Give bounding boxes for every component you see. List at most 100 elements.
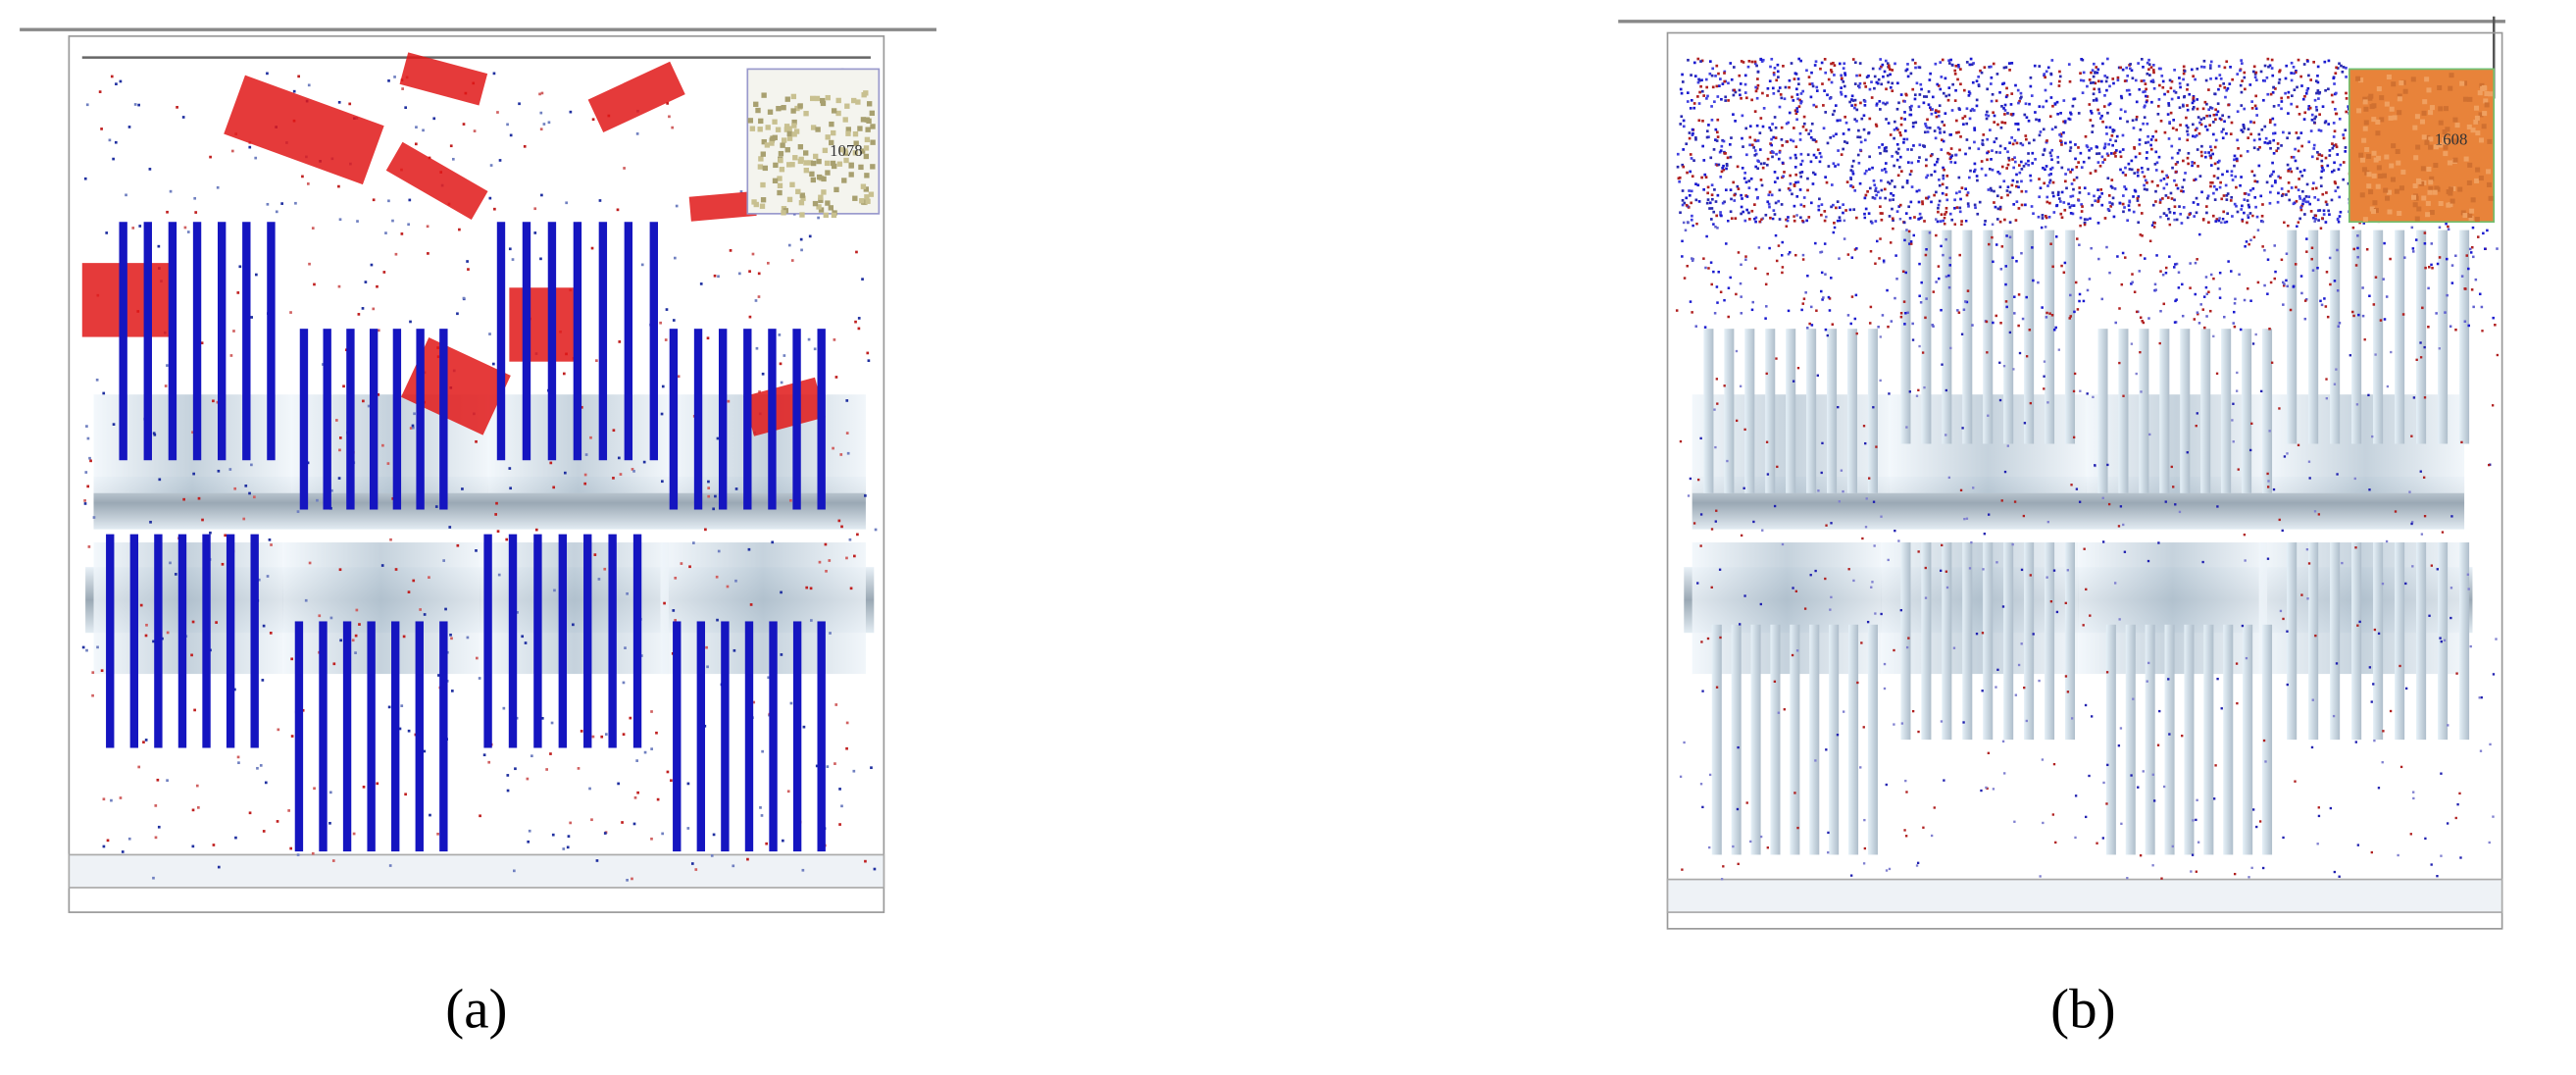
particle bbox=[2255, 179, 2259, 183]
particle bbox=[2216, 505, 2219, 508]
particle bbox=[2256, 229, 2260, 231]
particle bbox=[1897, 205, 1901, 208]
particle bbox=[2386, 384, 2390, 388]
blade bbox=[2139, 329, 2149, 493]
particle bbox=[1992, 111, 1995, 115]
particle bbox=[2137, 195, 2141, 198]
particle bbox=[1809, 574, 1812, 577]
particle bbox=[1886, 74, 1890, 77]
particle bbox=[487, 760, 491, 764]
particle bbox=[2381, 173, 2387, 179]
particle bbox=[2150, 179, 2154, 183]
particle bbox=[2460, 275, 2464, 278]
particle bbox=[2096, 71, 2099, 75]
particle bbox=[2113, 187, 2117, 190]
particle bbox=[1796, 77, 1800, 80]
particle bbox=[1922, 826, 1925, 829]
particle bbox=[1905, 179, 1909, 182]
particle bbox=[2132, 127, 2136, 129]
particle bbox=[2133, 147, 2137, 150]
particle bbox=[1947, 93, 1951, 97]
particle bbox=[1699, 436, 1702, 440]
particle bbox=[2032, 138, 2036, 142]
particle bbox=[2301, 202, 2304, 206]
particle bbox=[1992, 788, 1995, 791]
particle bbox=[1719, 77, 1722, 80]
particle bbox=[2243, 76, 2247, 79]
blade bbox=[2351, 542, 2362, 741]
particle bbox=[2167, 104, 2171, 107]
particle bbox=[1962, 308, 1966, 312]
particle bbox=[826, 765, 830, 768]
particle bbox=[1739, 82, 1743, 85]
particle bbox=[1937, 203, 1941, 207]
particle bbox=[1710, 183, 1714, 187]
particle bbox=[2383, 187, 2389, 193]
particle bbox=[781, 105, 786, 111]
particle bbox=[1879, 196, 1882, 200]
particle bbox=[809, 587, 813, 590]
particle bbox=[1725, 242, 1728, 245]
particle bbox=[1794, 253, 1797, 257]
particle bbox=[650, 837, 653, 841]
particle bbox=[2240, 62, 2244, 65]
particle bbox=[1904, 212, 1908, 215]
particle bbox=[1714, 75, 1717, 77]
particle bbox=[2294, 780, 2297, 783]
particle bbox=[1856, 681, 1859, 685]
particle bbox=[2413, 155, 2419, 161]
particle bbox=[2201, 107, 2205, 111]
particle bbox=[2069, 140, 2072, 144]
particle bbox=[102, 391, 106, 395]
particle bbox=[380, 564, 384, 567]
particle bbox=[1868, 168, 1871, 171]
particle bbox=[1743, 91, 1747, 94]
particle bbox=[1758, 131, 1762, 134]
particle bbox=[2266, 258, 2270, 261]
particle bbox=[2264, 760, 2267, 763]
particle bbox=[2241, 624, 2245, 628]
particle bbox=[1935, 233, 1938, 237]
particle bbox=[2220, 707, 2223, 710]
particle bbox=[102, 845, 106, 848]
particle bbox=[2221, 173, 2224, 177]
particle bbox=[2196, 311, 2199, 314]
particle bbox=[1721, 166, 1724, 170]
particle bbox=[2295, 185, 2298, 189]
particle bbox=[542, 123, 546, 126]
particle bbox=[1866, 190, 1869, 193]
particle bbox=[1714, 225, 1717, 229]
particle bbox=[81, 645, 85, 649]
particle bbox=[2133, 172, 2137, 175]
particle bbox=[2057, 348, 2061, 351]
blade bbox=[718, 329, 728, 510]
particle bbox=[2135, 118, 2139, 122]
particle bbox=[1799, 203, 1803, 207]
particle bbox=[428, 576, 430, 580]
particle bbox=[1901, 185, 1904, 189]
particle bbox=[266, 202, 270, 206]
particle bbox=[429, 813, 431, 817]
particle bbox=[337, 284, 341, 288]
particle bbox=[2438, 347, 2441, 350]
particle bbox=[2015, 141, 2019, 145]
particle bbox=[423, 749, 427, 753]
particle bbox=[732, 864, 735, 868]
particle bbox=[2015, 184, 2018, 188]
particle bbox=[1698, 90, 1701, 94]
particle bbox=[2470, 245, 2474, 249]
panel-label: (a) bbox=[445, 978, 507, 1040]
particle bbox=[799, 237, 803, 241]
particle bbox=[1718, 150, 1722, 154]
particle bbox=[2097, 257, 2100, 261]
particle bbox=[2470, 197, 2476, 203]
particle bbox=[2356, 108, 2362, 114]
particle bbox=[1754, 152, 1758, 156]
particle bbox=[1928, 78, 1932, 81]
particle bbox=[2120, 282, 2124, 286]
particle bbox=[1964, 300, 1967, 303]
particle bbox=[1815, 85, 1819, 89]
particle bbox=[1798, 98, 1801, 102]
particle bbox=[1719, 211, 1722, 214]
particle bbox=[704, 528, 707, 532]
